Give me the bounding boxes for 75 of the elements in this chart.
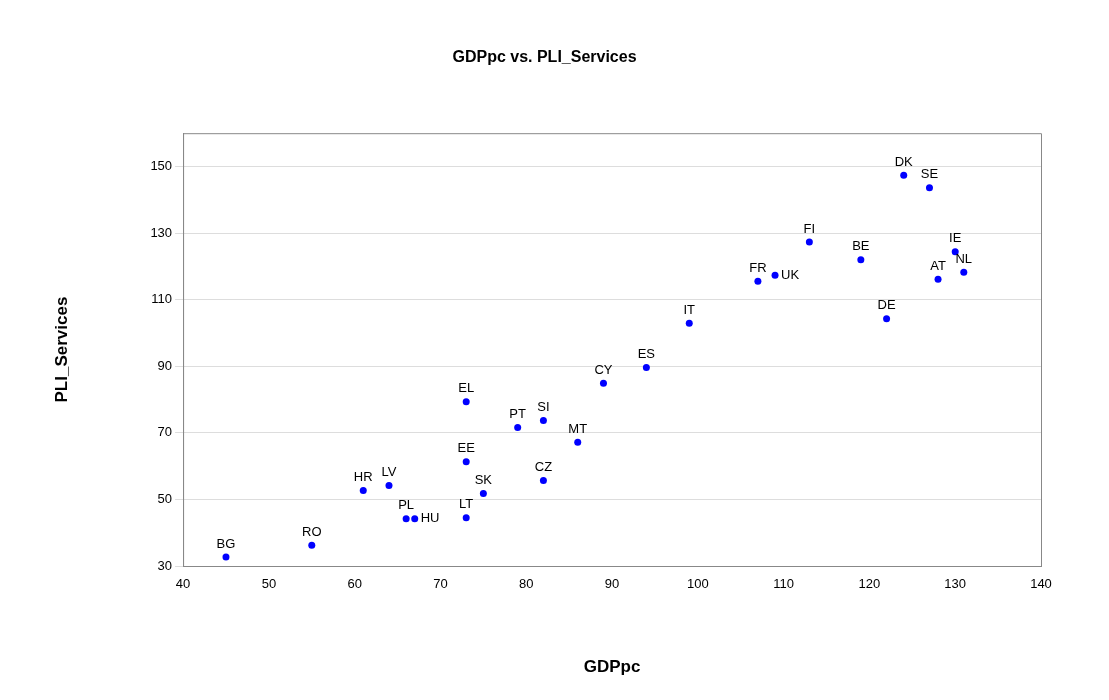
- annotation: HR: [353, 469, 373, 484]
- point: [900, 171, 908, 179]
- point: [539, 476, 547, 484]
- point: [462, 398, 470, 406]
- point: [951, 248, 959, 256]
- point: [308, 541, 316, 549]
- point: [960, 268, 968, 276]
- annotation: CY: [594, 361, 613, 377]
- annotation: EE: [457, 440, 476, 456]
- annotation: DK: [894, 153, 914, 169]
- annotation: BG: [216, 535, 236, 551]
- annotation: MT: [568, 420, 588, 436]
- point: [402, 515, 410, 523]
- y-tick-label: 50: [157, 490, 173, 506]
- point: [462, 458, 470, 466]
- y-tick-label: 30: [157, 557, 173, 573]
- point: [857, 256, 865, 264]
- annotation: FR: [749, 259, 767, 275]
- annotation: NL: [955, 250, 973, 266]
- point: [805, 238, 813, 246]
- annotation: DE: [877, 297, 896, 313]
- x-tick-label: 80: [519, 576, 534, 592]
- y-tick-label: 70: [157, 424, 173, 440]
- y-axis-title: PLI_Services: [51, 296, 71, 403]
- point: [685, 319, 693, 327]
- annotation: HU: [420, 510, 440, 526]
- annotation: SI: [537, 399, 550, 415]
- y-tick-label: 150: [150, 158, 173, 174]
- point: [359, 486, 367, 494]
- annotation: SK: [474, 472, 493, 487]
- x-tick-label: 50: [261, 576, 277, 592]
- x-tick-label: 130: [944, 576, 967, 592]
- point: [222, 553, 230, 561]
- annotation: IT: [683, 301, 696, 317]
- point: [385, 481, 393, 489]
- annotation: PT: [509, 406, 527, 422]
- y-tick-label: 110: [151, 291, 173, 307]
- point: [411, 515, 419, 523]
- x-tick-label: 140: [1030, 576, 1052, 592]
- x-tick-label: 110: [773, 576, 794, 592]
- annotation: SE: [920, 166, 939, 182]
- annotation: UK: [781, 266, 800, 282]
- point: [754, 277, 762, 285]
- point: [925, 184, 933, 192]
- point: [462, 514, 470, 522]
- annotation: AT: [930, 257, 946, 273]
- annotation: LV: [381, 464, 397, 480]
- point: [883, 315, 891, 323]
- annotation: EL: [458, 380, 475, 396]
- x-tick-label: 40: [175, 576, 191, 592]
- x-axis-title: GDPpc: [583, 657, 641, 677]
- point: [599, 379, 607, 387]
- point: [771, 271, 779, 279]
- x-tick-label: 60: [347, 576, 362, 592]
- annotation: ES: [637, 346, 656, 362]
- annotation: CZ: [534, 459, 553, 475]
- annotation: BE: [852, 238, 870, 254]
- point: [539, 417, 547, 425]
- annotation: PL: [398, 497, 415, 513]
- point: [514, 424, 522, 431]
- annotation: IE: [949, 230, 962, 246]
- y-tick-label: 130: [150, 224, 173, 240]
- x-tick-label: 90: [604, 576, 620, 592]
- annotation: LT: [459, 496, 474, 512]
- x-tick-label: 120: [858, 576, 881, 592]
- point: [479, 489, 487, 497]
- x-tick-label: 70: [433, 576, 448, 592]
- y-tick-label: 90: [157, 357, 173, 373]
- annotation: FI: [803, 220, 816, 236]
- point: [934, 275, 942, 283]
- chart-title: GDPpc vs. PLI_Services: [452, 48, 637, 66]
- annotation: RO: [302, 523, 322, 539]
- point: [574, 438, 582, 446]
- x-tick-label: 100: [686, 576, 709, 592]
- point: [642, 364, 650, 372]
